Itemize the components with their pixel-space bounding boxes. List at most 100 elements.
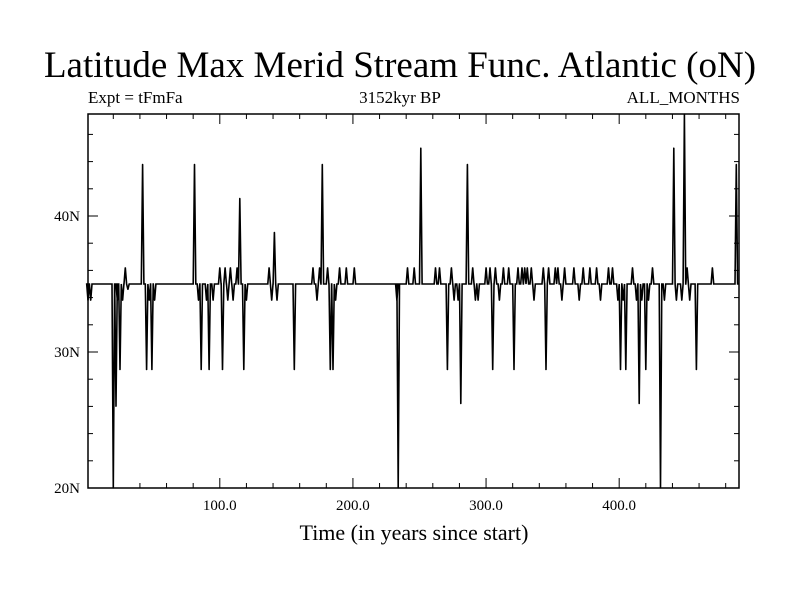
data-point: [635, 299, 638, 301]
data-point: [675, 299, 678, 301]
data-point: [124, 267, 126, 269]
data-point: [115, 405, 117, 407]
data-point: [530, 267, 532, 269]
axis-tick-labels: 100.0 200.0 300.0 400.0 20N 30N 40N: [54, 209, 636, 514]
data-point: [599, 299, 602, 301]
data-point: [453, 299, 455, 301]
data-point: [339, 267, 341, 269]
x-tick-label: 200.0: [336, 498, 370, 514]
data-point: [521, 267, 523, 269]
data-point: [224, 267, 226, 269]
data-point: [494, 267, 496, 269]
data-point: [589, 267, 591, 269]
x-axis-label: Time (in years since start): [299, 520, 529, 545]
data-point: [413, 267, 415, 269]
data-point: [327, 267, 329, 269]
data-point: [492, 369, 494, 371]
data-point: [434, 267, 437, 269]
data-point: [197, 299, 200, 301]
data-point: [548, 267, 550, 269]
data-point: [205, 299, 208, 301]
data-point: [212, 299, 214, 301]
y-tick-label: 20N: [54, 481, 80, 497]
data-point: [573, 267, 575, 269]
data-point: [578, 299, 580, 301]
data-point: [229, 267, 232, 269]
data-point: [681, 299, 683, 301]
data-point: [127, 288, 129, 291]
data-point: [542, 267, 544, 269]
x-tick-label: 300.0: [469, 498, 503, 514]
data-point: [293, 369, 295, 371]
data-point: [625, 369, 627, 371]
data-point: [631, 267, 634, 269]
y-tick-label: 30N: [54, 345, 80, 361]
data-point: [474, 299, 477, 301]
experiment-label: Expt = tFmFa: [88, 88, 183, 107]
data-point: [319, 267, 321, 269]
data-point: [396, 299, 398, 301]
data-point: [711, 267, 713, 269]
data-point: [119, 369, 121, 371]
data-point: [271, 299, 273, 301]
months-label: ALL_MONTHS: [626, 88, 740, 107]
data-point: [489, 267, 491, 269]
data-point: [193, 163, 196, 165]
data-point: [420, 147, 422, 149]
data-point: [683, 113, 686, 115]
data-point: [457, 299, 459, 301]
data-point: [316, 299, 318, 301]
data-point: [345, 267, 347, 269]
data-point: [517, 267, 519, 269]
chart-title: Latitude Max Merid Stream Func. Atlantic…: [43, 45, 757, 86]
data-point: [112, 487, 114, 489]
data-point: [513, 369, 515, 371]
data-point: [673, 147, 675, 149]
data-point: [582, 267, 584, 269]
data-point: [595, 267, 598, 269]
data-point: [561, 299, 563, 301]
data-point: [332, 369, 334, 371]
data-point: [450, 267, 453, 269]
axis-ticks: [88, 114, 739, 489]
data-point: [406, 267, 409, 269]
data-point: [90, 299, 92, 301]
data-point: [122, 299, 124, 301]
data-point: [485, 267, 487, 269]
data-point: [239, 197, 241, 199]
data-point: [477, 299, 479, 301]
data-point: [554, 267, 556, 269]
y-tick-label: 40N: [54, 209, 80, 225]
data-point: [689, 299, 691, 301]
data-point: [312, 267, 314, 269]
data-point: [232, 299, 234, 301]
data-point: [438, 267, 441, 269]
data-point: [659, 487, 662, 489]
data-point: [219, 267, 221, 269]
data-point: [645, 369, 647, 371]
series-group: [85, 113, 739, 489]
data-point: [148, 299, 150, 301]
data-point: [557, 267, 559, 269]
data-point: [243, 369, 245, 371]
data-point: [446, 369, 449, 371]
data-point: [611, 267, 614, 269]
data-point: [245, 299, 248, 301]
data-point: [564, 267, 566, 269]
data-point: [329, 369, 331, 371]
data-point: [735, 163, 737, 165]
data-point: [145, 369, 148, 371]
data-point: [508, 267, 510, 269]
series-line: [85, 113, 739, 489]
data-point: [87, 299, 89, 301]
data-point: [524, 267, 526, 269]
data-point: [545, 369, 547, 371]
plot-frame: [87, 113, 740, 489]
data-point: [227, 299, 229, 301]
data-point: [647, 299, 650, 301]
data-point: [276, 299, 278, 301]
data-point: [472, 267, 474, 269]
data-point: [617, 299, 619, 301]
data-point: [236, 267, 238, 269]
